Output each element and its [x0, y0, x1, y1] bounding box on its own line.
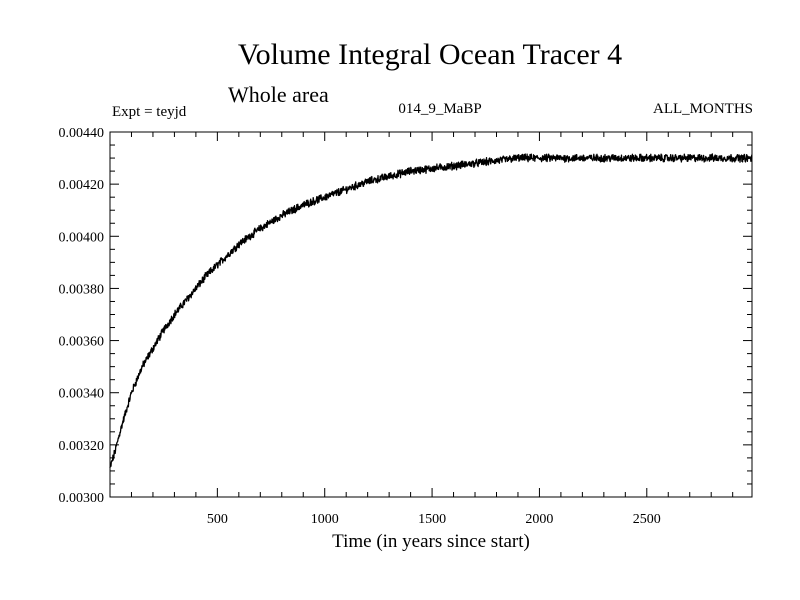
- y-axis: 0.00300 0.00320 0.00340 0.00360 0.00380 0.004…: [59, 126, 752, 506]
- x-tick-label: 500: [207, 512, 228, 527]
- y-tick-label: 0.00380: [59, 282, 105, 297]
- y-tick-label: 0.00400: [59, 230, 105, 245]
- x-tick-label: 1500: [418, 512, 446, 527]
- y-tick-label: 0.00360: [59, 335, 105, 350]
- months-label: ALL_MONTHS: [653, 101, 753, 117]
- chart-subtitle: Whole area: [228, 82, 329, 107]
- y-tick-label: 0.00300: [59, 491, 105, 506]
- plot-series-layer: [109, 153, 753, 468]
- y-tick-label: 0.00340: [59, 387, 105, 402]
- chart-title: Volume Integral Ocean Tracer 4: [237, 38, 623, 71]
- x-tick-label: 2000: [525, 512, 553, 527]
- y-tick-label: 0.00440: [59, 126, 105, 141]
- x-axis: 500 1000 1500 2000 2500: [130, 132, 734, 527]
- y-tick-label: 0.00320: [59, 439, 105, 454]
- x-tick-label: 1000: [311, 512, 339, 527]
- series-line: [109, 153, 753, 468]
- y-tick-label: 0.00420: [59, 178, 105, 193]
- run-label: 014_9_MaBP: [398, 101, 482, 117]
- plot-frame: [109, 131, 753, 498]
- x-tick-label: 2500: [633, 512, 661, 527]
- x-axis-label: Time (in years since start): [332, 531, 530, 552]
- experiment-label: Expt = teyjd: [112, 104, 187, 120]
